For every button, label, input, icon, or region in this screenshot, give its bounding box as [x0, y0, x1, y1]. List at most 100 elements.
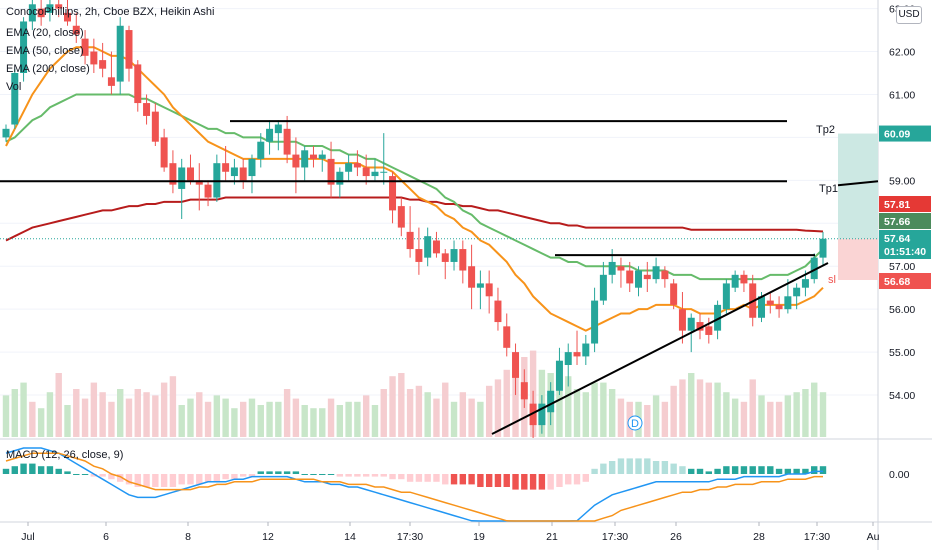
macd-hist-bar — [248, 474, 256, 477]
candle-body — [46, 4, 54, 13]
candle-body — [573, 352, 581, 357]
macd-hist-bar — [802, 468, 809, 474]
candle-body — [758, 296, 766, 318]
volume-bar — [73, 389, 80, 437]
candle-body — [327, 158, 335, 185]
macd-hist-bar — [2, 468, 10, 474]
volume-bar — [222, 398, 229, 437]
x-tick-label: 17:30 — [804, 531, 830, 543]
volume-bar — [55, 373, 62, 437]
volume-bar — [600, 382, 607, 437]
volume-bar — [213, 395, 221, 437]
candle-body — [661, 270, 669, 280]
x-tick-label: 6 — [103, 531, 109, 543]
volume-bar — [433, 398, 440, 437]
macd-hist-bar — [20, 463, 27, 474]
candle-body — [397, 206, 405, 228]
last-price-tag — [879, 230, 931, 259]
candle-body — [151, 111, 159, 142]
candle-body — [318, 154, 326, 159]
candle-body — [555, 360, 563, 391]
macd-hist-bar — [723, 466, 730, 474]
sl-price-tag-text: 56.68 — [884, 276, 910, 288]
candle-body — [389, 176, 397, 211]
volume-bar — [415, 385, 423, 437]
macd-hist-bar — [29, 463, 36, 474]
volume-bar — [442, 382, 449, 437]
macd-hist-bar — [37, 466, 45, 474]
ema50-legend[interactable]: EMA (50, close) — [6, 45, 84, 57]
volume-bar — [389, 376, 396, 437]
candle-body — [20, 21, 28, 73]
candle-body — [766, 300, 774, 305]
candle-body — [72, 25, 80, 35]
volume-bar — [485, 385, 493, 437]
macd-hist-bar — [758, 466, 765, 474]
candle-body — [90, 51, 98, 65]
volume-bar — [310, 408, 317, 437]
macd-hist-bar — [222, 474, 229, 480]
macd-hist-bar — [11, 466, 18, 474]
candle-body — [362, 167, 370, 177]
volume-bar — [99, 392, 106, 437]
x-tick-label: 17:30 — [397, 531, 423, 543]
volume-bar — [319, 408, 326, 437]
candle-body — [705, 326, 713, 335]
macd-hist-bar — [705, 471, 712, 474]
ema20-legend[interactable]: EMA (20, close) — [6, 27, 84, 39]
macd-legend[interactable]: MACD (12, 26, close, 9) — [6, 449, 124, 461]
volume-bar — [239, 401, 247, 437]
volume-bar — [160, 382, 168, 437]
candle-body — [810, 257, 818, 280]
candle-body — [740, 274, 748, 284]
candle-body — [406, 231, 414, 250]
macd-hist-bar — [143, 474, 150, 487]
volume-bar — [117, 389, 124, 437]
macd-hist-bar — [196, 474, 203, 485]
volume-bar — [494, 379, 502, 437]
candle-body — [204, 184, 212, 198]
macd-hist-bar — [775, 468, 783, 474]
volume-legend[interactable]: Vol — [6, 81, 22, 93]
macd-hist-bar — [292, 471, 300, 474]
symbol-legend[interactable]: ConocoPhillips, 2h, Cboe BZX, Heikin Ash… — [6, 6, 215, 18]
candle-body — [116, 25, 124, 82]
macd-hist-bar — [626, 458, 633, 474]
macd-hist-bar — [275, 471, 282, 474]
volume-bar — [231, 408, 238, 437]
ema200-legend[interactable]: EMA (200, close) — [6, 63, 90, 75]
macd-hist-bar — [477, 474, 484, 487]
macd-y-tick-label: 0.00 — [889, 469, 910, 481]
macd-hist-bar — [152, 474, 159, 487]
dividend-marker-label: D — [631, 418, 639, 430]
drawings[interactable] — [0, 120, 879, 435]
macd-hist-bar — [117, 474, 124, 482]
candle-body — [283, 128, 291, 155]
macd-hist-bar — [354, 474, 361, 477]
currency-button[interactable]: USD — [896, 6, 922, 24]
candle-body — [160, 137, 168, 168]
candle-body — [459, 249, 467, 271]
macd-hist-bar — [90, 474, 98, 477]
volume-bar — [740, 401, 748, 437]
candle-body — [520, 382, 528, 400]
ema200-line — [5, 196, 824, 242]
volume-bar — [758, 395, 765, 437]
macd-hist-bar — [81, 474, 89, 475]
volume-bar — [90, 382, 98, 437]
volume-bar — [266, 401, 273, 437]
macd-hist-bar — [125, 474, 133, 485]
macd-hist-bar — [424, 474, 431, 482]
macd-hist-bar — [793, 468, 800, 474]
candle-body — [582, 343, 590, 357]
volume-bar — [125, 398, 133, 437]
candle-body — [670, 283, 678, 305]
volume-bar — [573, 389, 581, 437]
candle-body — [784, 296, 792, 310]
candle-body — [775, 304, 783, 310]
macd-signal-line — [5, 452, 823, 522]
dividend-marker[interactable] — [627, 415, 643, 431]
volume-bar — [292, 398, 300, 437]
